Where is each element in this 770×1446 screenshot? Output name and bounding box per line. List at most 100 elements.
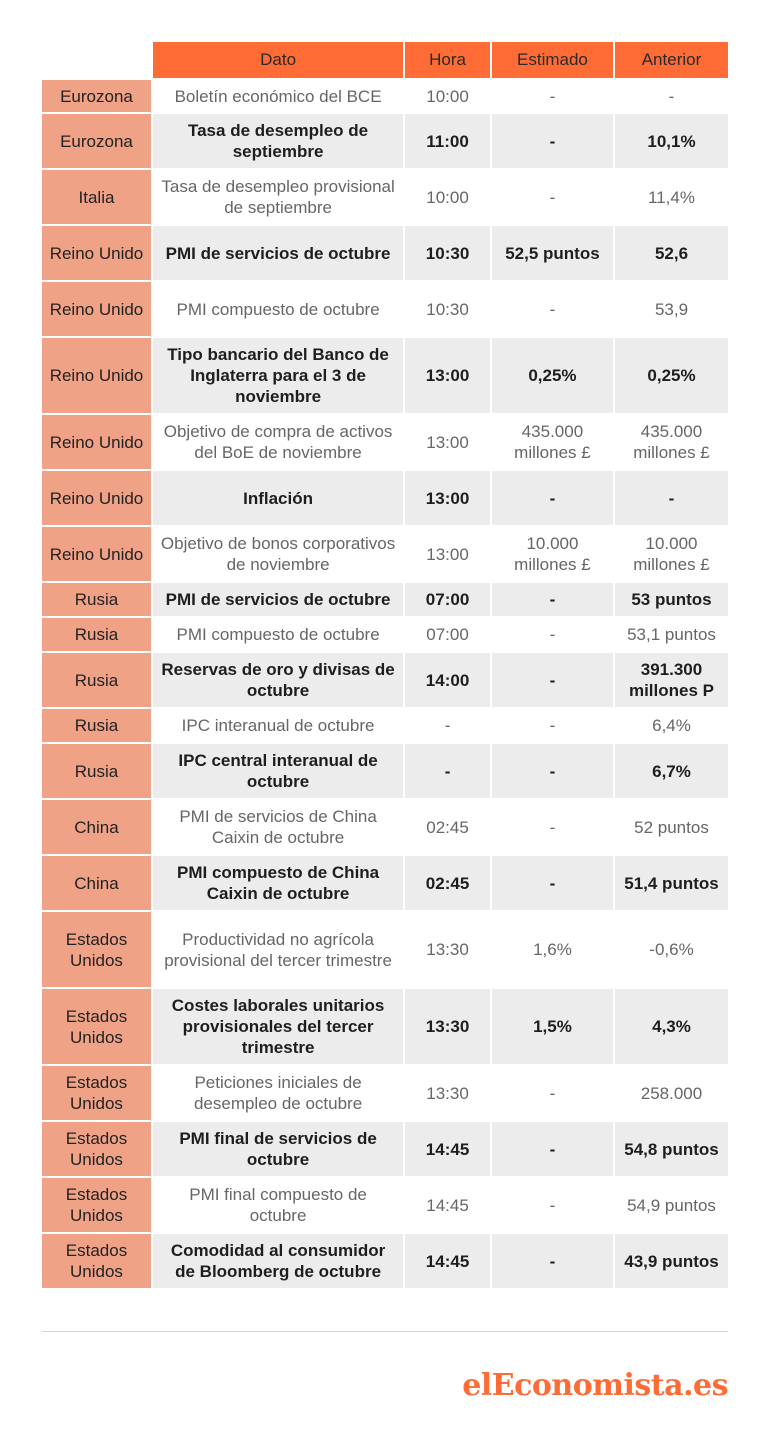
table-row: Reino Unido Objetivo de bonos corporativo… <box>42 527 728 583</box>
estimado-cell: - <box>491 583 615 618</box>
anterior-cell: 43,9 puntos <box>614 1234 728 1290</box>
anterior-cell: 53,9 <box>614 282 728 338</box>
table-body: Eurozona Boletín económico del BCE 10:00- -… <box>42 80 728 1290</box>
anterior-cell: 391.300 millones P <box>614 653 728 709</box>
estimado-cell: - <box>491 618 615 653</box>
anterior-cell: -0,6% <box>614 912 728 989</box>
estimado-cell: 1,6% <box>491 912 615 989</box>
header-dato: Dato <box>152 42 406 80</box>
estimado-cell: 52,5 puntos <box>491 226 615 282</box>
estimado-cell: - <box>491 471 615 527</box>
dato-cell: IPC central interanual de octubre <box>152 744 406 800</box>
table-row: Estados Unidos Comodidad al consumidor de… <box>42 1234 728 1290</box>
country-cell: China <box>42 800 153 856</box>
dato-cell: PMI compuesto de octubre <box>152 618 406 653</box>
hora-cell: - <box>405 744 492 800</box>
hora-cell: 13:00 <box>405 338 492 415</box>
table-row: China PMI de servicios de China Caixin de… <box>42 800 728 856</box>
dato-cell: Objetivo de bonos corporativos de noviem… <box>152 527 406 583</box>
country-cell: Italia <box>42 170 153 226</box>
table-row: Rusia IPC central interanual de octubre - -… <box>42 744 728 800</box>
hora-cell: 10:00 <box>405 80 492 114</box>
hora-cell: 13:30 <box>405 1066 492 1122</box>
anterior-cell: - <box>614 80 728 114</box>
hora-cell: 10:00 <box>405 170 492 226</box>
estimado-cell: 435.000 millones £ <box>491 415 615 471</box>
country-cell: Estados Unidos <box>42 1122 153 1178</box>
table-row: Estados Unidos Costes laborales unitarios… <box>42 989 728 1066</box>
table-row: Reino Unido Inflación 13:00- - <box>42 471 728 527</box>
anterior-cell: 51,4 puntos <box>614 856 728 912</box>
country-cell: Reino Unido <box>42 226 153 282</box>
anterior-cell: 54,9 puntos <box>614 1178 728 1234</box>
hora-cell: 13:00 <box>405 415 492 471</box>
country-cell: Estados Unidos <box>42 1066 153 1122</box>
country-cell: Rusia <box>42 744 153 800</box>
estimado-cell: - <box>491 709 615 744</box>
estimado-cell: - <box>491 653 615 709</box>
header-estimado: Estimado <box>491 42 615 80</box>
hora-cell: 14:45 <box>405 1122 492 1178</box>
estimado-cell: - <box>491 114 615 170</box>
table-row: Rusia PMI de servicios de octubre 07:00-53… <box>42 583 728 618</box>
table-row: Rusia Reservas de oro y divisas de octubr… <box>42 653 728 709</box>
header-blank-cell <box>42 42 153 80</box>
dato-cell: PMI de servicios de China Caixin de octu… <box>152 800 406 856</box>
estimado-cell: - <box>491 170 615 226</box>
dato-cell: PMI compuesto de China Caixin de octubre <box>152 856 406 912</box>
table-row: Reino Unido PMI de servicios de octubre 10… <box>42 226 728 282</box>
anterior-cell: 53,1 puntos <box>614 618 728 653</box>
dato-cell: Tipo bancario del Banco de Inglaterra pa… <box>152 338 406 415</box>
dato-cell: PMI final compuesto de octubre <box>152 1178 406 1234</box>
dato-cell: Costes laborales unitarios provisionales… <box>152 989 406 1066</box>
dato-cell: Peticiones iniciales de desempleo de oct… <box>152 1066 406 1122</box>
country-cell: Eurozona <box>42 114 153 170</box>
hora-cell: 02:45 <box>405 800 492 856</box>
dato-cell: IPC interanual de octubre <box>152 709 406 744</box>
dato-cell: PMI compuesto de octubre <box>152 282 406 338</box>
dato-cell: Productividad no agrícola provisional de… <box>152 912 406 989</box>
anterior-cell: 258.000 <box>614 1066 728 1122</box>
anterior-cell: 6,7% <box>614 744 728 800</box>
dato-cell: Boletín económico del BCE <box>152 80 406 114</box>
hora-cell: 10:30 <box>405 282 492 338</box>
dato-cell: PMI de servicios de octubre <box>152 583 406 618</box>
estimado-cell: - <box>491 1178 615 1234</box>
hora-cell: 07:00 <box>405 583 492 618</box>
table-row: Eurozona Tasa de desempleo de septiembre 1… <box>42 114 728 170</box>
dato-cell: PMI final de servicios de octubre <box>152 1122 406 1178</box>
country-cell: Reino Unido <box>42 338 153 415</box>
country-cell: Estados Unidos <box>42 989 153 1066</box>
hora-cell: 10:30 <box>405 226 492 282</box>
header-hora: Hora <box>405 42 492 80</box>
anterior-cell: - <box>614 471 728 527</box>
country-cell: Estados Unidos <box>42 1178 153 1234</box>
country-cell: Rusia <box>42 653 153 709</box>
country-cell: Eurozona <box>42 80 153 114</box>
footer-divider <box>42 1331 728 1332</box>
economic-calendar-table: Dato Hora Estimado Anterior Eurozona Bole… <box>42 42 728 1290</box>
hora-cell: 14:45 <box>405 1178 492 1234</box>
estimado-cell: - <box>491 282 615 338</box>
country-cell: Reino Unido <box>42 471 153 527</box>
header-anterior: Anterior <box>614 42 728 80</box>
estimado-cell: 0,25% <box>491 338 615 415</box>
anterior-cell: 4,3% <box>614 989 728 1066</box>
anterior-cell: 52,6 <box>614 226 728 282</box>
country-cell: Reino Unido <box>42 282 153 338</box>
estimado-cell: 10.000 millones £ <box>491 527 615 583</box>
eleconomista-logo: elEconomista.es <box>462 1368 728 1403</box>
anterior-cell: 0,25% <box>614 338 728 415</box>
anterior-cell: 6,4% <box>614 709 728 744</box>
estimado-cell: 1,5% <box>491 989 615 1066</box>
dato-cell: Objetivo de compra de activos del BoE de… <box>152 415 406 471</box>
table-row: China PMI compuesto de China Caixin de oc… <box>42 856 728 912</box>
table-row: Rusia IPC interanual de octubre - -6,4% <box>42 709 728 744</box>
hora-cell: 14:00 <box>405 653 492 709</box>
table-row: Italia Tasa de desempleo provisional de s… <box>42 170 728 226</box>
anterior-cell: 10,1% <box>614 114 728 170</box>
dato-cell: Tasa de desempleo de septiembre <box>152 114 406 170</box>
country-cell: Estados Unidos <box>42 1234 153 1290</box>
country-cell: Rusia <box>42 583 153 618</box>
table-row: Estados Unidos Productividad no agrícola … <box>42 912 728 989</box>
